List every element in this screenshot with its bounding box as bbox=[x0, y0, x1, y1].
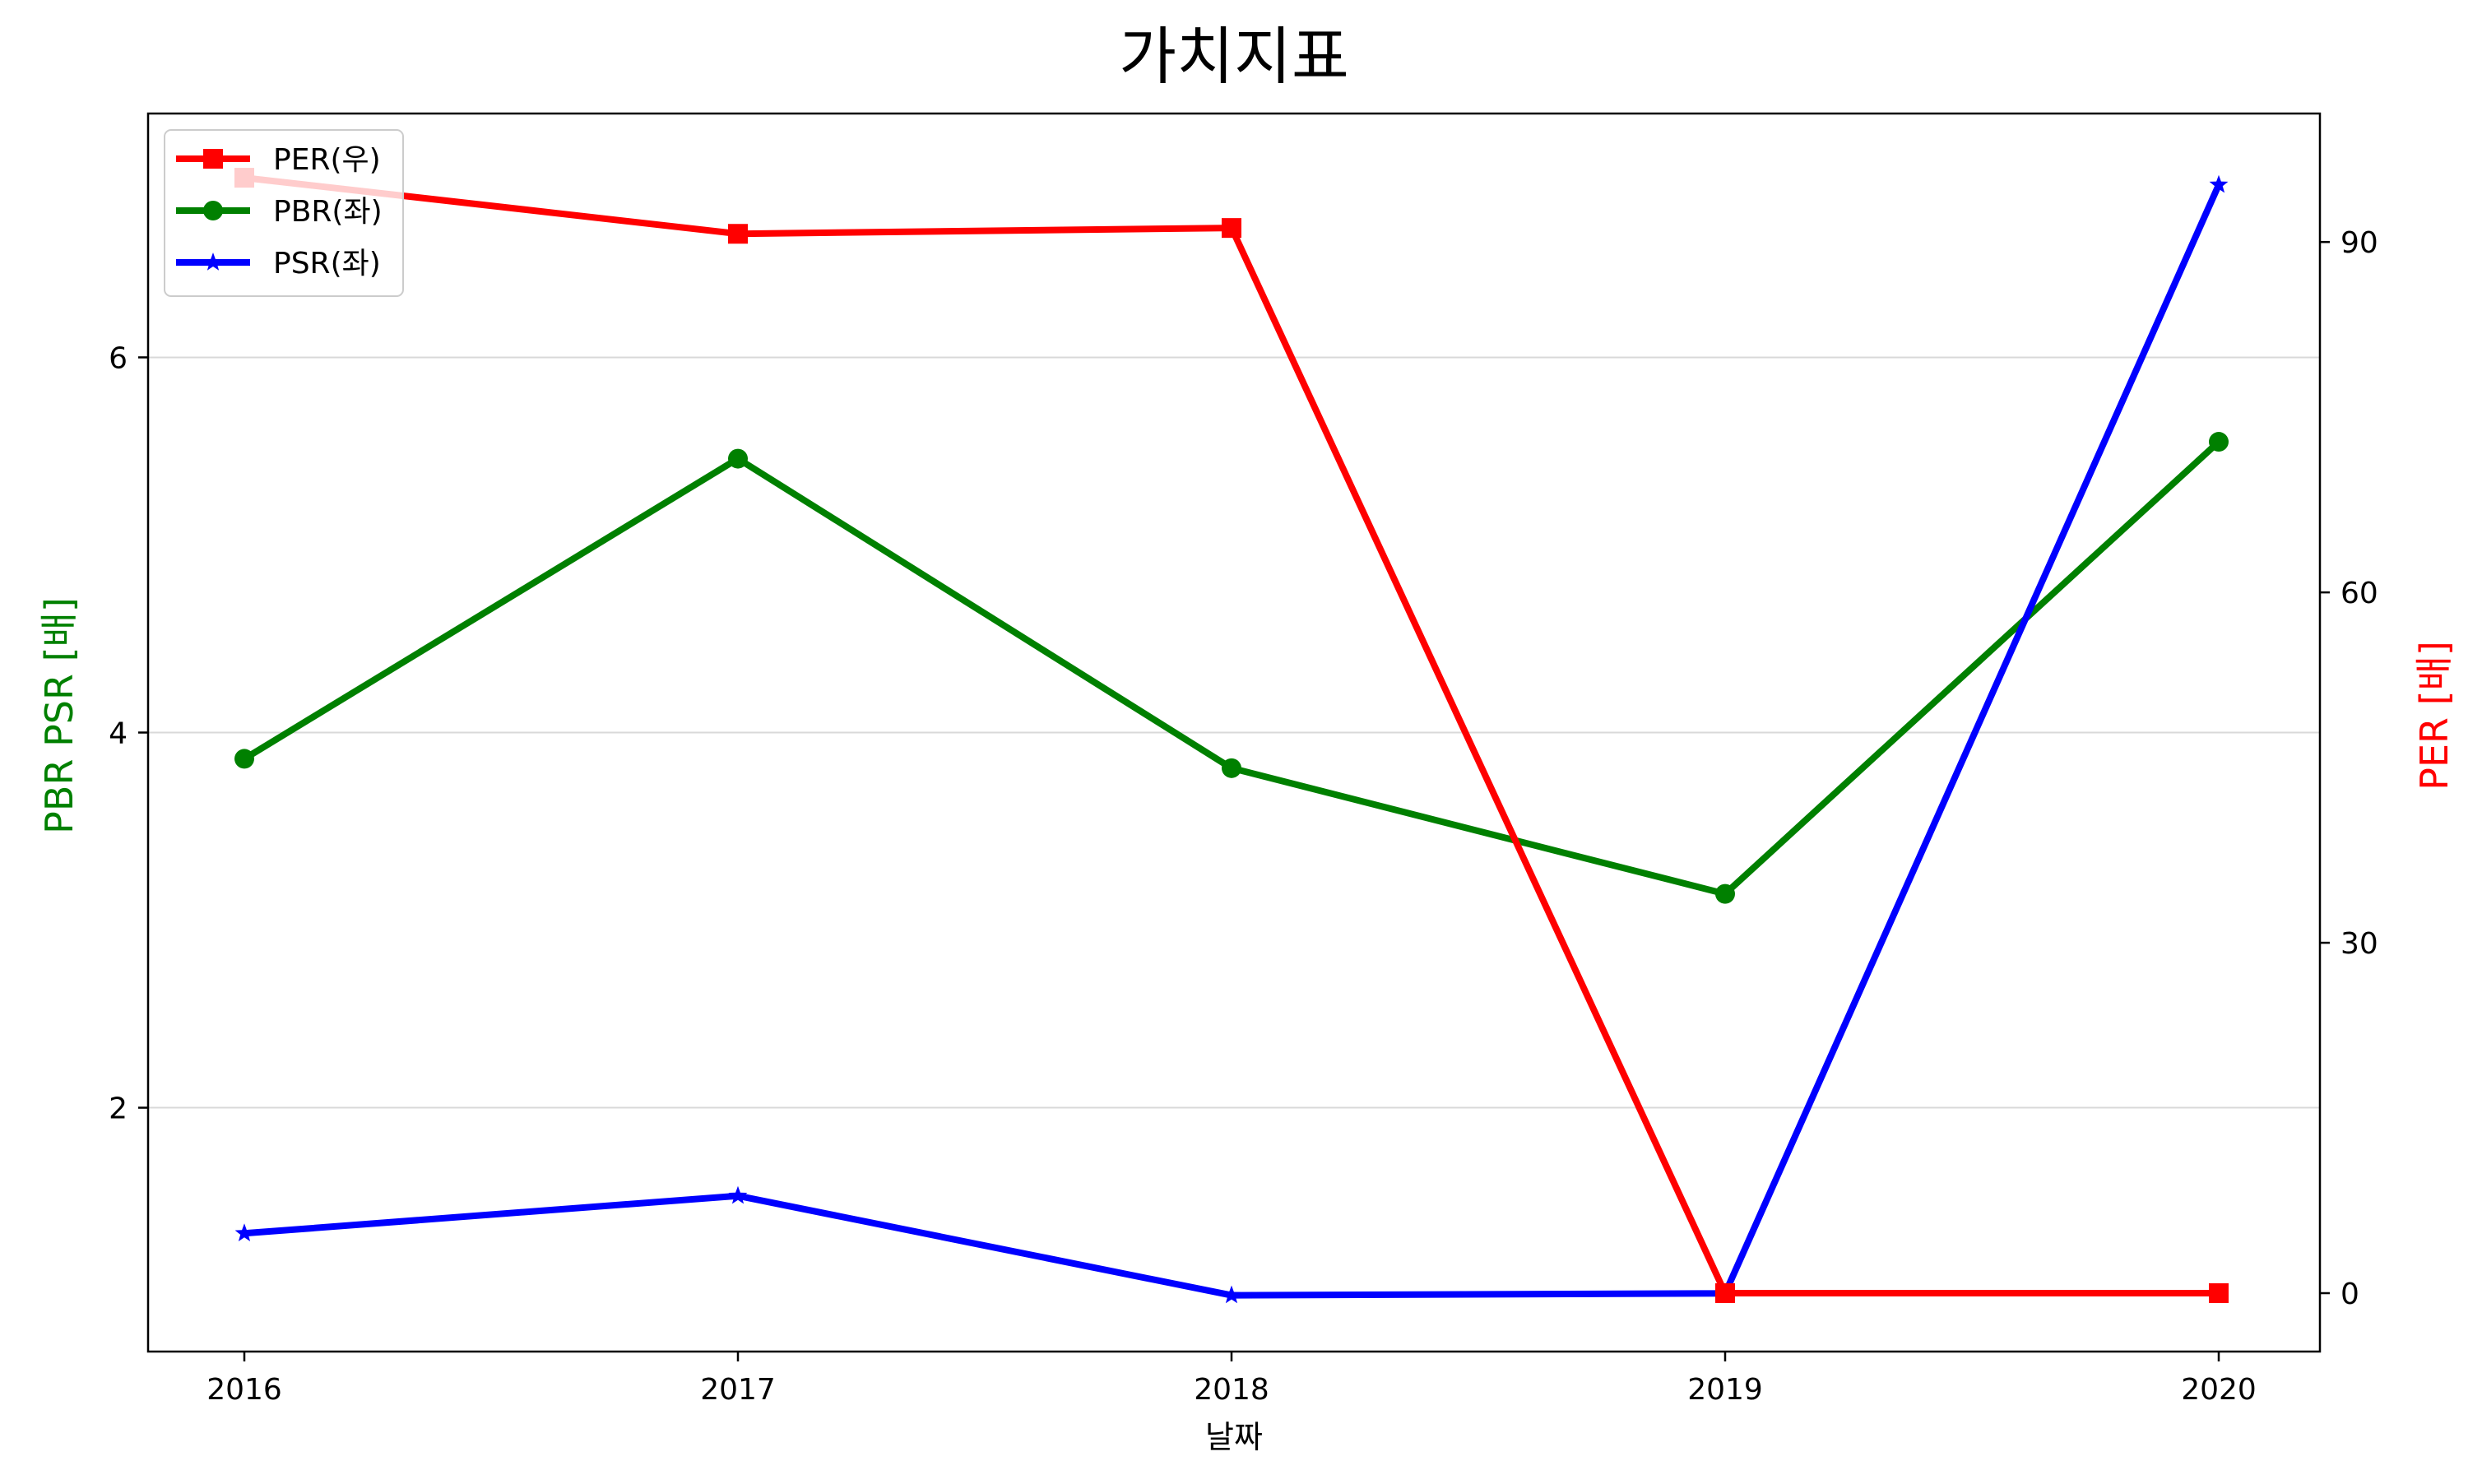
series-lines bbox=[234, 168, 2229, 1304]
legend: PER(우) PBR(좌) PSR(좌) bbox=[164, 129, 404, 297]
y-tick-label-right: 90 bbox=[2340, 226, 2378, 260]
series-line bbox=[244, 183, 2222, 1299]
data-point bbox=[234, 1223, 254, 1241]
x-tick-label: 2019 bbox=[1687, 1373, 1763, 1407]
y-axis-label-right: PER [배] bbox=[2412, 641, 2456, 791]
legend-box bbox=[164, 129, 404, 297]
x-axis-label: 날짜 bbox=[1205, 1419, 1263, 1455]
y-tick-label-left: 2 bbox=[109, 1092, 128, 1126]
data-point bbox=[1222, 1285, 1241, 1304]
legend-entry: PER(우) bbox=[176, 143, 381, 177]
data-point bbox=[234, 749, 254, 769]
data-point bbox=[2209, 174, 2229, 193]
y-tick-label-right: 30 bbox=[2340, 927, 2378, 961]
x-tick-label: 2017 bbox=[700, 1373, 776, 1407]
y-tick-label-right: 60 bbox=[2340, 577, 2378, 610]
y-axis-label-left: PBR PSR [배] bbox=[37, 597, 81, 834]
data-point bbox=[1222, 218, 1241, 239]
data-point bbox=[728, 1185, 748, 1204]
x-tick-label: 2018 bbox=[1194, 1373, 1269, 1407]
legend-marker bbox=[203, 149, 223, 169]
data-point bbox=[1222, 758, 1241, 778]
series-2 bbox=[234, 174, 2229, 1304]
series-line bbox=[244, 174, 2219, 1296]
legend-entry: PBR(좌) bbox=[176, 195, 383, 229]
y-tick-label-left: 4 bbox=[109, 717, 128, 751]
legend-label: PBR(좌) bbox=[273, 195, 383, 229]
series-0 bbox=[234, 168, 2229, 1304]
data-point bbox=[728, 448, 748, 469]
data-point bbox=[1715, 1283, 1735, 1304]
series-1 bbox=[234, 432, 2229, 904]
data-point bbox=[2209, 432, 2229, 452]
legend-entry: PSR(좌) bbox=[176, 247, 381, 281]
legend-marker bbox=[203, 253, 223, 271]
legend-label: PSR(좌) bbox=[273, 247, 381, 281]
x-tick-label: 2016 bbox=[206, 1373, 282, 1407]
x-tick-label: 2020 bbox=[2181, 1373, 2257, 1407]
legend-label: PER(우) bbox=[273, 143, 381, 177]
legend-marker bbox=[203, 201, 223, 220]
y-tick-label-left: 6 bbox=[109, 341, 128, 375]
data-point bbox=[728, 224, 748, 244]
chart-title: 가치지표 bbox=[1119, 20, 1349, 93]
y-tick-label-right: 0 bbox=[2340, 1278, 2359, 1311]
series-line bbox=[242, 439, 2221, 897]
data-point bbox=[1715, 883, 1735, 904]
data-point bbox=[2209, 1283, 2229, 1304]
grid-lines bbox=[148, 356, 2320, 1109]
